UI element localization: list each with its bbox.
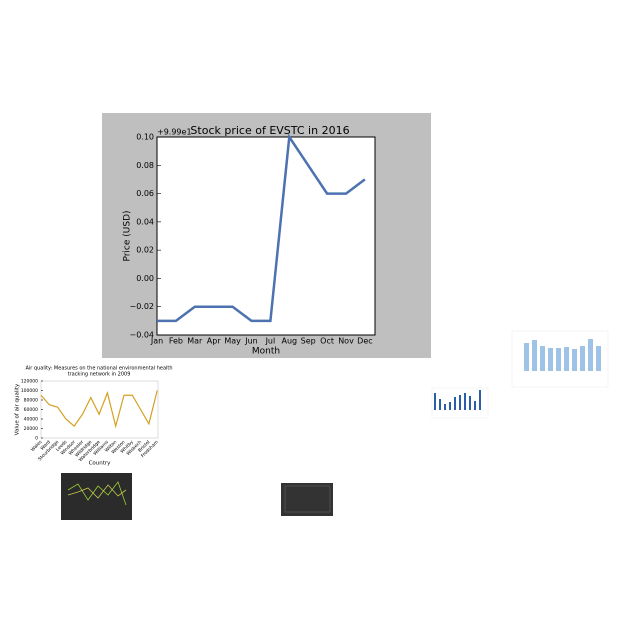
chart-title: tracking network in 2009 (68, 372, 131, 378)
x-axis-label: Country (89, 461, 112, 467)
y-tick-label: 0.10 (136, 133, 154, 142)
x-tick-label: Sep (301, 337, 316, 346)
y-tick-label: 20000 (24, 426, 38, 432)
y-tick-label: −0.04 (129, 331, 154, 340)
y-tick-label: −0.02 (129, 302, 154, 311)
line (157, 133, 366, 323)
y-tick-label: 0 (35, 436, 38, 442)
y-tick-label: 0.08 (136, 161, 154, 170)
chart-title: Stock price of EVSTC in 2016 (190, 124, 349, 137)
x-tick-label: Jun (244, 337, 258, 346)
x-tick-label: May (224, 337, 241, 346)
y-axis-label: Value of air quality (15, 383, 21, 435)
y-tick-label: 0.04 (136, 217, 154, 226)
thumbnail-dark (61, 473, 132, 520)
x-axis-label: Month (252, 347, 280, 357)
y-tick-label: 0.02 (136, 246, 154, 255)
y-tick-label: 100000 (21, 388, 38, 394)
thumbnail-bars-small (431, 387, 489, 419)
y-tick-label: 120000 (21, 379, 38, 385)
x-tick-label: Feb (169, 337, 183, 346)
x-tick-label: Jul (265, 337, 276, 346)
y-tick-label: 40000 (24, 417, 38, 423)
y-tick-label: 60000 (24, 407, 38, 413)
x-tick-label: Aug (281, 337, 297, 346)
y-tick-label: 80000 (24, 398, 38, 404)
y-axis-label: Price (USD) (123, 210, 133, 261)
y-tick-label: 0.00 (136, 274, 154, 283)
line (40, 390, 158, 429)
x-tick-label: Jan (150, 337, 163, 346)
thumbnail-bars-light (511, 330, 609, 388)
plot-area (156, 136, 376, 336)
offset-text: +9.99e1 (157, 128, 192, 137)
x-tick-label: Mar (187, 337, 203, 346)
chart-title: Air quality: Measures on the national en… (25, 366, 172, 372)
thumbnail-grid (281, 483, 333, 516)
x-tick-label: Apr (207, 337, 222, 346)
x-tick-label: Nov (338, 337, 354, 346)
x-tick-label: Oct (320, 337, 334, 346)
y-tick-label: 0.06 (136, 189, 154, 198)
x-tick-label: Dec (357, 337, 372, 346)
